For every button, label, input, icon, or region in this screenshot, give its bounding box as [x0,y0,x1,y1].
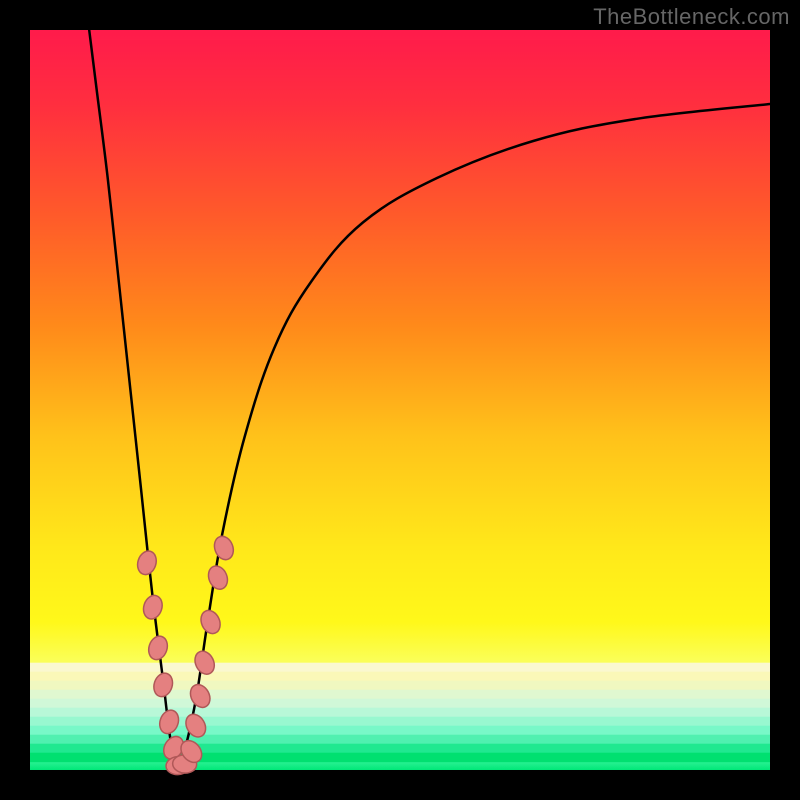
plot-background [30,30,770,770]
bottleneck-plot [0,0,800,800]
bottom-bands [30,663,770,763]
watermark-text: TheBottleneck.com [593,4,790,30]
chart-frame: TheBottleneck.com [0,0,800,800]
